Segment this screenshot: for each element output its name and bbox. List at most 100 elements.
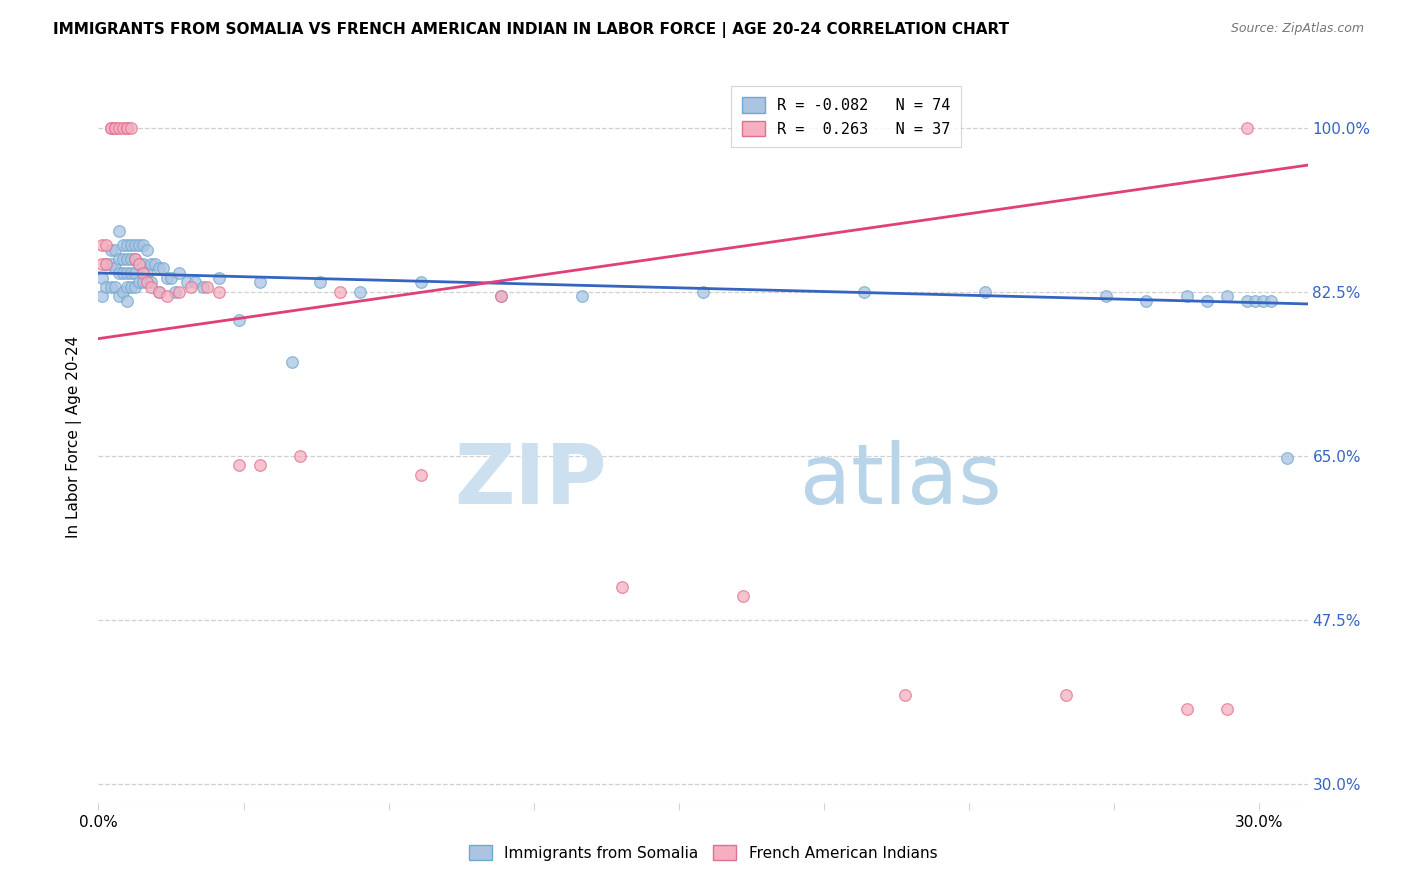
Point	[124, 252, 146, 266]
Point	[124, 266, 146, 280]
Text: atlas: atlas	[800, 441, 1001, 522]
Point	[1216, 289, 1239, 303]
Point	[103, 280, 125, 294]
Point	[111, 237, 134, 252]
Point	[128, 237, 150, 252]
Point	[167, 266, 190, 280]
Point	[193, 280, 215, 294]
Point	[115, 280, 138, 294]
Point	[135, 266, 157, 280]
Point	[132, 237, 155, 252]
Point	[115, 120, 138, 135]
Point	[103, 261, 125, 276]
Point	[139, 280, 162, 294]
Point	[132, 266, 155, 280]
Point	[329, 285, 352, 299]
Point	[100, 120, 122, 135]
Point	[249, 458, 271, 473]
Point	[91, 257, 114, 271]
Point	[1251, 294, 1274, 309]
Point	[176, 276, 198, 290]
Point	[208, 285, 231, 299]
Point	[1277, 450, 1299, 465]
Point	[208, 270, 231, 285]
Point	[228, 313, 250, 327]
Point	[111, 266, 134, 280]
Point	[163, 285, 186, 299]
Point	[91, 270, 114, 285]
Point	[100, 280, 122, 294]
Point	[1244, 294, 1267, 309]
Point	[1236, 294, 1258, 309]
Point	[111, 120, 134, 135]
Point	[893, 688, 915, 702]
Point	[103, 120, 125, 135]
Point	[107, 289, 129, 303]
Point	[132, 276, 155, 290]
Point	[491, 289, 513, 303]
Point	[612, 580, 634, 594]
Legend: Immigrants from Somalia, French American Indians: Immigrants from Somalia, French American…	[461, 837, 945, 868]
Point	[733, 590, 755, 604]
Point	[132, 257, 155, 271]
Point	[128, 257, 150, 271]
Point	[1054, 688, 1077, 702]
Point	[148, 285, 170, 299]
Point	[103, 120, 125, 135]
Point	[124, 280, 146, 294]
Point	[135, 243, 157, 257]
Point	[96, 280, 118, 294]
Point	[120, 266, 142, 280]
Point	[148, 261, 170, 276]
Point	[107, 266, 129, 280]
Point	[111, 285, 134, 299]
Point	[571, 289, 593, 303]
Point	[974, 285, 997, 299]
Point	[156, 270, 179, 285]
Point	[1175, 702, 1198, 716]
Point	[1260, 294, 1282, 309]
Point	[115, 252, 138, 266]
Text: Source: ZipAtlas.com: Source: ZipAtlas.com	[1230, 22, 1364, 36]
Point	[1135, 294, 1157, 309]
Point	[1195, 294, 1218, 309]
Point	[107, 252, 129, 266]
Point	[124, 237, 146, 252]
Point	[156, 289, 179, 303]
Point	[167, 285, 190, 299]
Text: ZIP: ZIP	[454, 441, 606, 522]
Point	[107, 120, 129, 135]
Point	[115, 120, 138, 135]
Point	[1095, 289, 1118, 303]
Point	[96, 257, 118, 271]
Point	[195, 280, 218, 294]
Point	[1236, 120, 1258, 135]
Point	[180, 280, 202, 294]
Point	[120, 252, 142, 266]
Point	[120, 280, 142, 294]
Point	[1216, 702, 1239, 716]
Y-axis label: In Labor Force | Age 20-24: In Labor Force | Age 20-24	[66, 336, 83, 538]
Point	[96, 257, 118, 271]
Point	[120, 237, 142, 252]
Point	[409, 276, 432, 290]
Point	[281, 355, 304, 369]
Point	[107, 224, 129, 238]
Point	[288, 449, 311, 463]
Point	[1175, 289, 1198, 303]
Point	[128, 257, 150, 271]
Point	[135, 276, 157, 290]
Point	[148, 285, 170, 299]
Point	[91, 237, 114, 252]
Point	[115, 266, 138, 280]
Point	[115, 237, 138, 252]
Point	[309, 276, 332, 290]
Point	[249, 276, 271, 290]
Point	[139, 276, 162, 290]
Point	[853, 285, 876, 299]
Point	[349, 285, 371, 299]
Point	[96, 237, 118, 252]
Point	[139, 257, 162, 271]
Point	[491, 289, 513, 303]
Point	[111, 252, 134, 266]
